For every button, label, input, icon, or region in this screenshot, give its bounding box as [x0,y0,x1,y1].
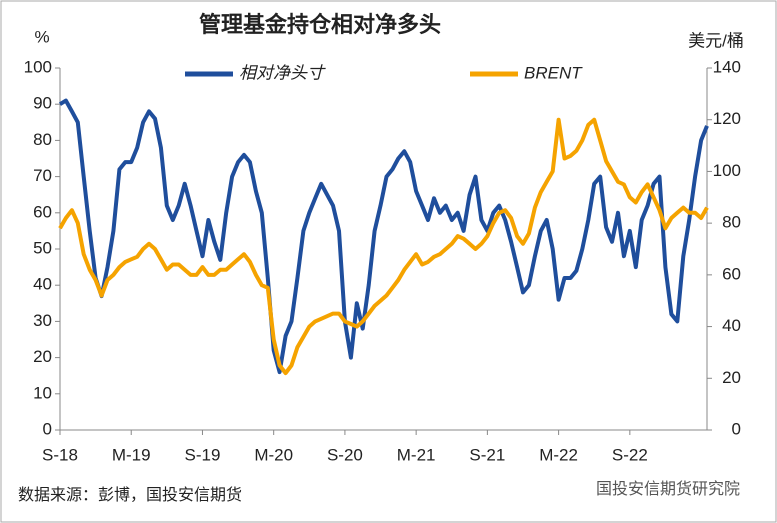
x-tick-label: S-22 [612,445,648,464]
y-tick-label: 20 [33,347,52,366]
y-tick-label: 70 [33,166,52,185]
y2-tick-label: 60 [722,264,741,283]
y2-tick-label: 100 [713,161,741,180]
x-tick-label: S-18 [42,445,78,464]
x-tick-label: M-22 [539,445,578,464]
y2-tick-label: 120 [713,109,741,128]
watermark: 国投安信期货研究院 [596,480,740,498]
y-tick-label: 50 [33,238,52,257]
y-axis-label: % [34,27,49,46]
y2-tick-label: 80 [722,213,741,232]
legend-label: BRENT [524,63,583,82]
legend-label: 相对净头寸 [239,63,326,82]
x-tick-label: S-20 [327,445,363,464]
series-line [58,98,709,375]
y2-axis-label: 美元/桶 [688,31,744,50]
x-tick-label: M-20 [254,445,293,464]
y2-tick-label: 40 [722,316,741,335]
y2-tick-label: 140 [713,57,741,76]
y2-tick-label: 0 [732,419,741,438]
y-tick-label: 90 [33,94,52,113]
series-line [58,117,709,376]
y-tick-label: 100 [24,57,52,76]
x-tick-label: M-19 [112,445,151,464]
y-tick-label: 60 [33,202,52,221]
y-tick-label: 10 [33,383,52,402]
y-tick-label: 0 [43,419,52,438]
y-tick-label: 40 [33,275,52,294]
y2-tick-label: 20 [722,368,741,387]
chart-title: 管理基金持仓相对净多头 [199,12,441,37]
y-tick-label: 80 [33,130,52,149]
y-tick-label: 30 [33,311,52,330]
source: 数据来源：彭博，国投安信期货 [18,486,242,504]
x-tick-label: M-21 [397,445,436,464]
x-tick-label: S-19 [184,445,220,464]
x-tick-label: S-21 [469,445,505,464]
